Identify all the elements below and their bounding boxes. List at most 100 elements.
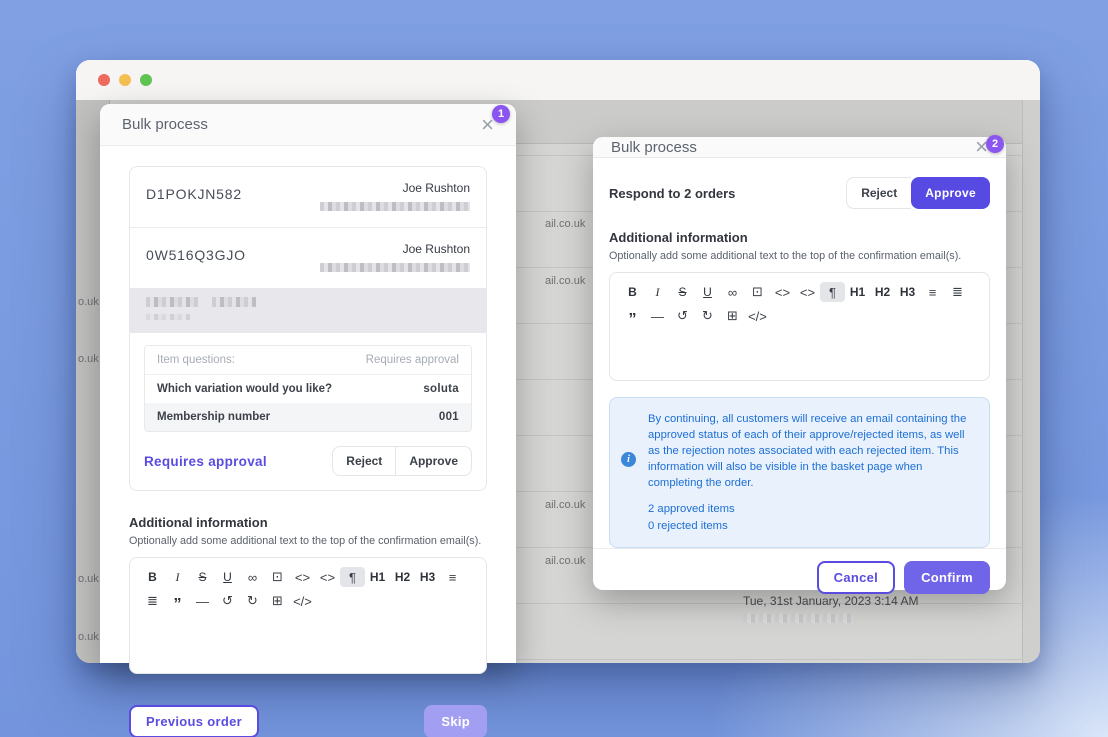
- order-customer: Joe Rushton: [320, 240, 470, 277]
- redo-icon[interactable]: ↻: [247, 593, 258, 608]
- editor-content[interactable]: [610, 326, 989, 380]
- question-label: Membership number: [157, 411, 271, 423]
- bulk-process-modal-1: 1 Bulk process × D1POKJN582 Joe Rushton …: [100, 104, 516, 737]
- customer-name: Joe Rushton: [402, 181, 470, 195]
- heading-2-icon[interactable]: H2: [394, 570, 411, 584]
- inline-code-icon[interactable]: <>: [294, 569, 311, 585]
- italic-icon[interactable]: I: [175, 569, 180, 584]
- strikethrough-icon[interactable]: S: [678, 285, 687, 299]
- heading-1-icon[interactable]: H1: [369, 570, 386, 584]
- table-row: Which variation would you like? soluta: [145, 374, 471, 403]
- image-icon[interactable]: ⊡: [272, 569, 283, 584]
- heading-3-icon[interactable]: H3: [899, 285, 916, 299]
- approve-button[interactable]: Approve: [395, 447, 471, 475]
- table-row: Membership number 001: [145, 403, 471, 431]
- code-icon[interactable]: </>: [293, 593, 312, 609]
- confirm-button[interactable]: Confirm: [904, 560, 990, 594]
- ordered-list-icon[interactable]: ≣: [952, 284, 963, 299]
- bold-icon[interactable]: B: [148, 570, 157, 584]
- additional-info-title: Additional information: [129, 515, 268, 530]
- blockquote-icon[interactable]: ”: [628, 311, 637, 328]
- link-icon[interactable]: ∞: [247, 569, 258, 585]
- step-1-badge: 1: [492, 105, 510, 123]
- link-icon[interactable]: ∞: [727, 284, 738, 300]
- additional-info-subtitle: Optionally add some additional text to t…: [609, 250, 962, 262]
- undo-icon[interactable]: ↺: [222, 593, 233, 608]
- modal-1-footer: Previous order Skip: [129, 705, 487, 737]
- item-questions-table: Item questions: Requires approval Which …: [144, 345, 472, 432]
- redacted-item-subtitle: [146, 314, 190, 320]
- undo-icon[interactable]: ↺: [677, 308, 688, 323]
- rich-text-editor: B I S U ∞ ⊡ <> <> ¶ H1 H2 H3 ≡ ≣” — ↺ ↻ ⊞ </>: [609, 272, 990, 381]
- reject-button[interactable]: Reject: [846, 177, 912, 209]
- close-window-icon[interactable]: [98, 74, 110, 86]
- close-icon[interactable]: ×: [481, 111, 494, 137]
- confirmation-info-box: i By continuing, all customers will rece…: [609, 397, 990, 548]
- modal-2-header: Bulk process ×: [593, 134, 1006, 159]
- window-titlebar: [76, 60, 1040, 100]
- heading-1-icon[interactable]: H1: [849, 285, 866, 299]
- order-card: D1POKJN582 Joe Rushton 0W516Q3GJO Joe Ru…: [129, 166, 487, 491]
- modal-2-footer: Cancel Confirm: [593, 547, 1006, 606]
- code-icon[interactable]: </>: [748, 308, 767, 324]
- email-fragment: o.uk: [78, 353, 99, 365]
- editor-toolbar: B I S U ∞ ⊡ <> <> ¶ H1 H2 H3 ≡ ≣” — ↺ ↻ ⊞ </>: [610, 273, 989, 328]
- modal-2-body: Respond to 2 orders Reject Approve Addit…: [593, 158, 1006, 548]
- reject-approve-segmented: Reject Approve: [332, 446, 472, 476]
- minimize-window-icon[interactable]: [119, 74, 131, 86]
- editor-content[interactable]: [130, 611, 486, 673]
- modal-1-body: D1POKJN582 Joe Rushton 0W516Q3GJO Joe Ru…: [100, 146, 516, 737]
- redacted-cell: [743, 614, 853, 623]
- paragraph-icon[interactable]: ¶: [340, 567, 365, 587]
- heading-3-icon[interactable]: H3: [419, 570, 436, 584]
- paragraph-icon[interactable]: ¶: [820, 282, 845, 302]
- redacted-item-name: [212, 297, 256, 307]
- reject-button[interactable]: Reject: [346, 454, 383, 468]
- approval-row: Requires approval Reject Approve: [144, 446, 472, 476]
- horizontal-rule-icon[interactable]: —: [196, 593, 209, 609]
- requires-approval-link[interactable]: Requires approval: [144, 453, 267, 469]
- table-icon[interactable]: ⊞: [727, 308, 738, 323]
- cancel-button[interactable]: Cancel: [816, 560, 896, 594]
- order-customer: Joe Rushton: [320, 179, 470, 216]
- order-row[interactable]: D1POKJN582 Joe Rushton: [130, 167, 486, 227]
- skip-button[interactable]: Skip: [424, 705, 487, 737]
- step-2-badge: 2: [986, 135, 1004, 153]
- italic-icon[interactable]: I: [655, 284, 660, 299]
- maximize-window-icon[interactable]: [140, 74, 152, 86]
- underline-icon[interactable]: U: [223, 570, 232, 584]
- modal-2-title: Bulk process: [611, 138, 697, 156]
- code-block-icon[interactable]: <>: [799, 284, 816, 300]
- ordered-list-icon[interactable]: ≣: [147, 593, 158, 608]
- question-label: Which variation would you like?: [157, 383, 333, 395]
- bullet-list-icon[interactable]: ≡: [928, 284, 937, 300]
- strikethrough-icon[interactable]: S: [198, 570, 207, 584]
- order-row[interactable]: 0W516Q3GJO Joe Rushton: [130, 227, 486, 288]
- previous-order-button[interactable]: Previous order: [129, 705, 259, 737]
- image-icon[interactable]: ⊡: [752, 284, 763, 299]
- horizontal-rule-icon[interactable]: —: [651, 308, 664, 324]
- email-fragment: o.uk: [78, 296, 99, 308]
- modal-1-title: Bulk process: [122, 116, 208, 133]
- blockquote-icon[interactable]: ”: [173, 596, 182, 613]
- order-code: 0W516Q3GJO: [146, 247, 246, 263]
- approve-button[interactable]: Approve: [911, 177, 990, 209]
- code-block-icon[interactable]: <>: [319, 569, 336, 585]
- respond-label: Respond to 2 orders: [609, 185, 736, 201]
- bullet-list-icon[interactable]: ≡: [448, 569, 457, 585]
- inline-code-icon[interactable]: <>: [774, 284, 791, 300]
- heading-2-icon[interactable]: H2: [874, 285, 891, 299]
- email-fragment: ail.co.uk: [545, 499, 586, 511]
- order-code: D1POKJN582: [146, 186, 242, 202]
- approval-header-label: Requires approval: [365, 354, 459, 366]
- info-text: By continuing, all customers will receiv…: [648, 413, 967, 490]
- email-fragment: ail.co.uk: [545, 218, 586, 230]
- email-fragment: ail.co.uk: [545, 275, 586, 287]
- underline-icon[interactable]: U: [703, 285, 712, 299]
- close-icon[interactable]: ×: [975, 134, 988, 159]
- redo-icon[interactable]: ↻: [702, 308, 713, 323]
- additional-info-title: Additional information: [609, 230, 748, 245]
- table-icon[interactable]: ⊞: [272, 593, 283, 608]
- bold-icon[interactable]: B: [628, 285, 637, 299]
